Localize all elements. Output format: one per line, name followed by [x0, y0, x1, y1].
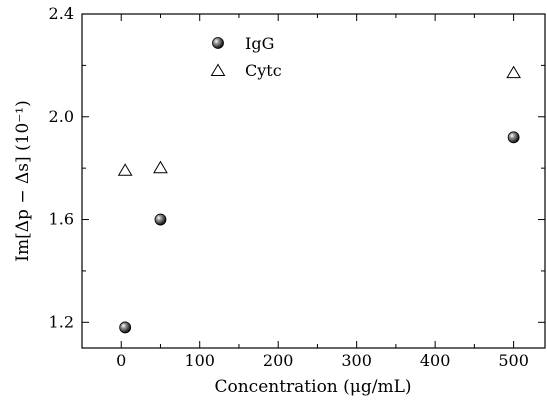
legend-label: IgG — [245, 34, 274, 53]
x-tick-label: 300 — [341, 351, 372, 370]
y-tick-label: 1.6 — [49, 210, 74, 229]
cytc-point — [153, 160, 168, 174]
legend-cytc-marker — [210, 63, 226, 77]
legend-label: Cytc — [245, 61, 282, 80]
cytc-point — [506, 65, 521, 79]
y-tick-label: 1.2 — [49, 312, 74, 331]
igg-point — [154, 213, 167, 226]
y-tick-label: 2.4 — [49, 4, 74, 23]
x-tick-label: 200 — [263, 351, 294, 370]
x-tick-label: 400 — [420, 351, 451, 370]
legend-igg-marker — [212, 37, 224, 49]
plot-frame — [81, 13, 546, 349]
igg-point — [507, 131, 520, 144]
x-axis-label: Concentration (μg/mL) — [214, 377, 411, 397]
x-tick-label: 500 — [498, 351, 529, 370]
x-axis: 0 100 200 300 400 500 — [116, 14, 529, 370]
y-tick-label: 2.0 — [49, 107, 74, 126]
legend: IgG Cytc — [210, 34, 282, 80]
y-axis-label: Im[Δp − Δs] (10⁻¹) — [13, 100, 33, 261]
cytc-point — [117, 163, 133, 176]
x-tick-label: 0 — [116, 351, 126, 370]
data-points — [117, 65, 521, 334]
y-axis: 1.2 1.6 2.0 2.4 — [49, 4, 545, 331]
x-tick-label: 100 — [184, 351, 215, 370]
igg-point — [119, 321, 132, 334]
